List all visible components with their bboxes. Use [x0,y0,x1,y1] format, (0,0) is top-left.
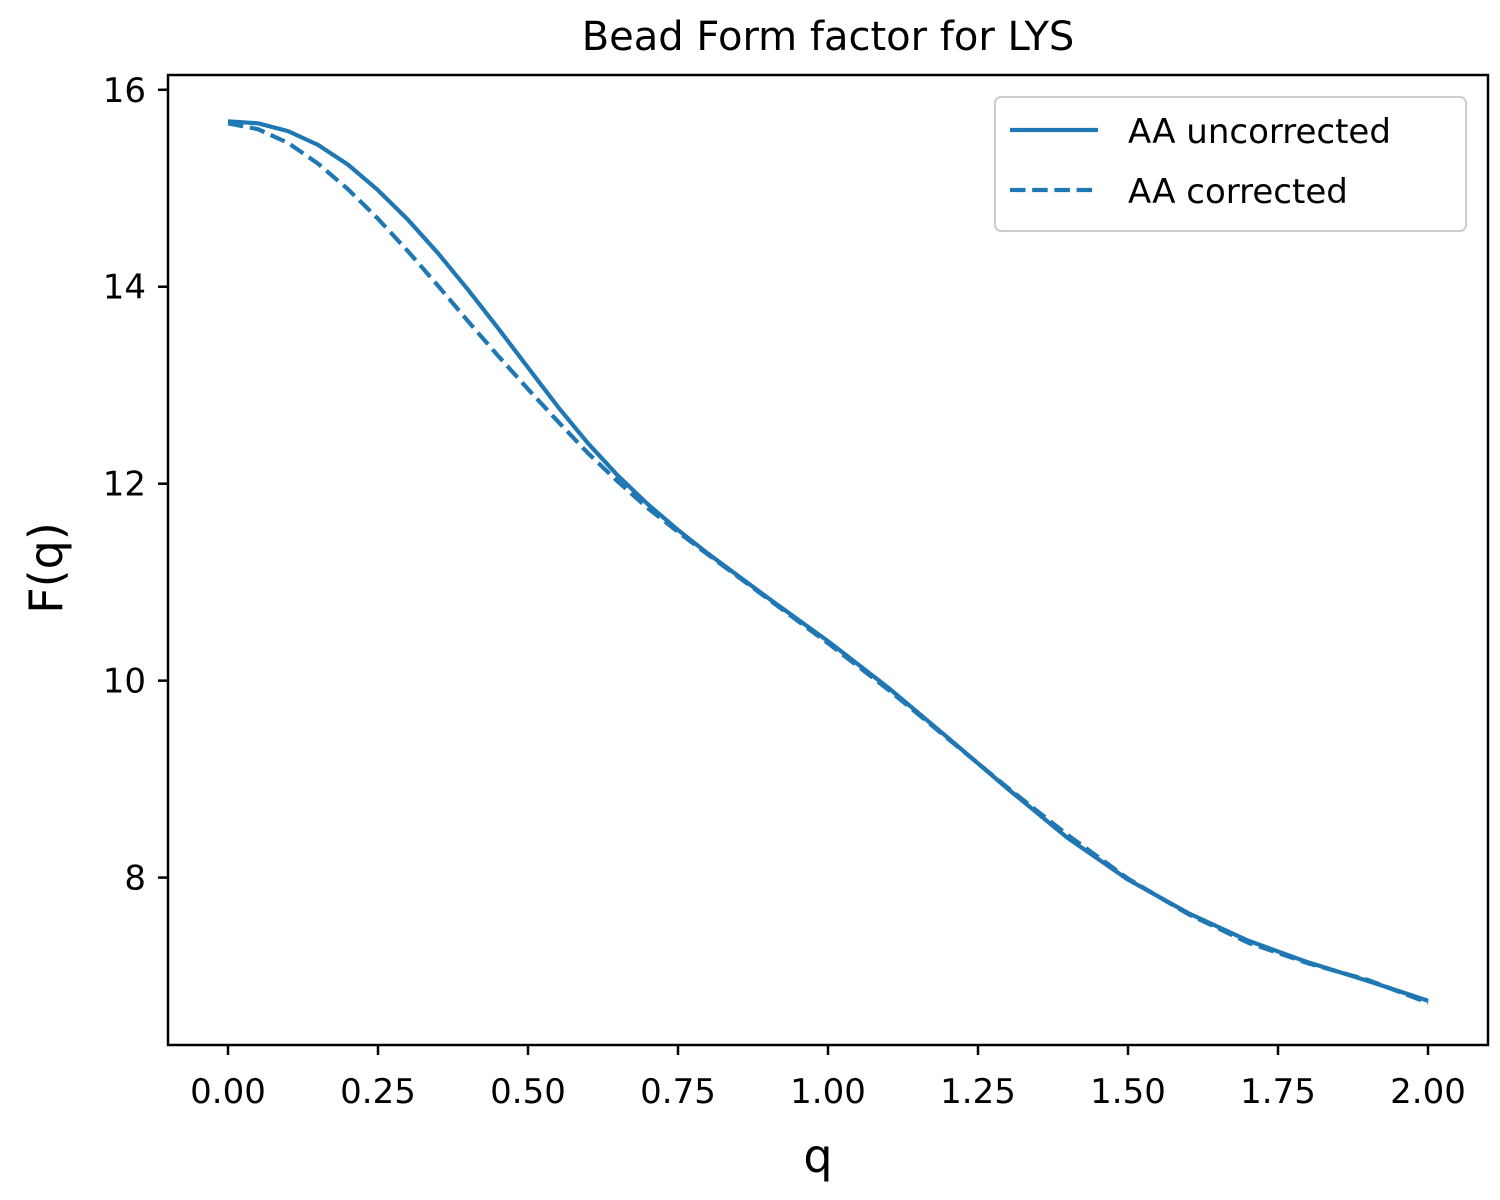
y-tick-label: 16 [103,71,146,111]
y-tick-label: 12 [103,465,146,505]
legend-label-corrected: AA corrected [1128,172,1348,212]
legend: AA uncorrected AA corrected [994,96,1467,232]
y-tick-label: 14 [103,268,146,308]
x-tick-label: 0.00 [190,1072,266,1112]
x-tick-label: 1.00 [790,1072,866,1112]
x-tick-label: 0.50 [490,1072,566,1112]
chart-title: Bead Form factor for LYS [582,14,1075,60]
y-axis-label: F(q) [19,522,73,614]
y-tick-label: 8 [124,859,146,899]
x-tick-label: 0.25 [340,1072,416,1112]
x-tick-label: 2.00 [1390,1072,1466,1112]
x-axis-label: q [803,1129,832,1183]
legend-box [994,96,1467,232]
series-layer [227,119,1429,1005]
x-tick-label: 0.75 [640,1072,716,1112]
x-axis-ticks: 0.00 0.25 0.50 0.75 1.00 1.25 1.50 1.75 2.00 [190,1045,1466,1112]
x-tick-label: 1.25 [940,1072,1016,1112]
series-line-corrected [227,121,1429,1005]
legend-label-uncorrected: AA uncorrected [1128,112,1391,152]
x-tick-label: 1.75 [1240,1072,1316,1112]
x-tick-label: 1.50 [1090,1072,1166,1112]
y-axis-ticks: 8 10 12 14 16 [103,71,168,899]
y-tick-label: 10 [103,662,146,702]
